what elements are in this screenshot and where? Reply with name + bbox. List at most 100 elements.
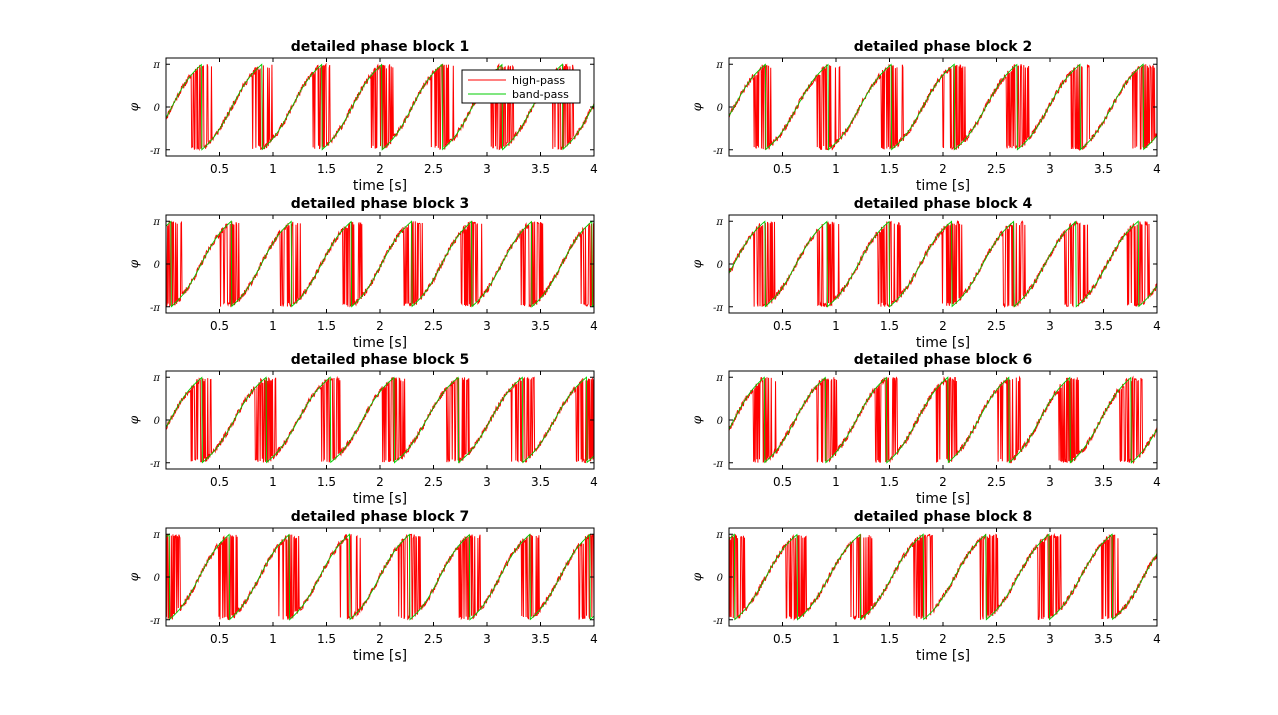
subplot-6: 0.5 1 1.5 2 2.5 3 3.5 4 -π 0 π detailed phase block… — [690, 352, 1161, 507]
y-tick-label: -π — [150, 146, 160, 157]
y-tick-label: π — [715, 60, 723, 71]
x-tick-label: 1 — [269, 319, 277, 333]
series-band-pass — [165, 63, 595, 151]
y-tick-label: 0 — [154, 573, 161, 584]
subplot-7: 0.5 1 1.5 2 2.5 3 3.5 4 -π 0 π detailed phase block… — [127, 509, 598, 664]
y-tick-label: -π — [150, 459, 160, 470]
subplot-4: 0.5 1 1.5 2 2.5 3 3.5 4 -π 0 π detailed phase block… — [690, 196, 1161, 351]
legend-label-high-pass: high-pass — [512, 74, 565, 87]
x-tick-label: 4 — [1153, 475, 1161, 489]
x-tick-label: 3 — [483, 475, 491, 489]
x-tick-label: 1.5 — [880, 319, 899, 333]
x-tick-label: 4 — [1153, 319, 1161, 333]
y-tick-label: π — [152, 530, 160, 541]
subplot-5: 0.5 1 1.5 2 2.5 3 3.5 4 -π 0 π detailed phase block… — [127, 352, 598, 507]
x-tick-label: 3.5 — [531, 632, 550, 646]
series-high-pass — [165, 533, 595, 621]
x-tick-label: 0.5 — [210, 632, 229, 646]
y-axis-label: φ — [690, 259, 704, 268]
x-tick-label: 3.5 — [531, 319, 550, 333]
panel-title: detailed phase block 4 — [854, 196, 1033, 212]
y-axis-label: φ — [690, 102, 704, 111]
panel-title: detailed phase block 6 — [854, 352, 1032, 368]
y-tick-label: -π — [713, 459, 723, 470]
series-band-pass — [728, 63, 1158, 151]
legend-box — [461, 69, 581, 104]
y-tick-label: -π — [150, 616, 160, 627]
x-tick-label: 2 — [376, 632, 384, 646]
x-tick-label: 1.5 — [880, 475, 899, 489]
y-tick-label: 0 — [154, 260, 161, 271]
x-tick-label: 1.5 — [317, 319, 336, 333]
x-tick-label: 4 — [590, 319, 598, 333]
legend-label-band-pass: band-pass — [512, 88, 569, 101]
y-tick-label: π — [715, 530, 723, 541]
x-axis-label: time [s] — [353, 335, 407, 351]
x-axis-label: time [s] — [353, 491, 407, 507]
x-tick-label: 2 — [939, 632, 947, 646]
x-tick-label: 1 — [832, 162, 840, 176]
y-axis-label: φ — [127, 102, 141, 111]
y-tick-label: π — [715, 373, 723, 384]
x-tick-label: 1.5 — [317, 475, 336, 489]
series-high-pass — [728, 64, 1158, 151]
x-tick-label: 3.5 — [1094, 632, 1113, 646]
x-tick-label: 3 — [1046, 319, 1054, 333]
y-axis-label: φ — [690, 415, 704, 424]
axes-background — [729, 371, 1157, 469]
series-band-pass — [165, 376, 595, 464]
y-tick-label: -π — [713, 616, 723, 627]
series-band-pass — [165, 220, 595, 308]
subplot-3: 0.5 1 1.5 2 2.5 3 3.5 4 -π 0 π detailed phase block… — [127, 196, 598, 351]
x-tick-label: 4 — [1153, 162, 1161, 176]
y-tick-label: 0 — [717, 103, 724, 114]
x-tick-label: 0.5 — [773, 162, 792, 176]
x-tick-label: 0.5 — [210, 319, 229, 333]
x-tick-label: 2 — [939, 475, 947, 489]
x-tick-label: 0.5 — [773, 475, 792, 489]
x-tick-label: 3.5 — [531, 162, 550, 176]
subplot-1: 0.5 1 1.5 2 2.5 3 3.5 4 -π 0 π detailed phase block… — [127, 39, 598, 194]
panel-title: detailed phase block 3 — [291, 196, 469, 212]
x-tick-label: 2.5 — [987, 475, 1006, 489]
x-tick-label: 3.5 — [1094, 319, 1113, 333]
x-tick-label: 3 — [483, 632, 491, 646]
panel-title: detailed phase block 8 — [854, 509, 1032, 525]
x-tick-label: 1 — [832, 475, 840, 489]
panel-title: detailed phase block 2 — [854, 39, 1032, 55]
x-tick-label: 1.5 — [317, 162, 336, 176]
x-tick-label: 2.5 — [987, 632, 1006, 646]
axes-background — [166, 371, 594, 469]
y-tick-label: π — [152, 60, 160, 71]
x-axis-label: time [s] — [916, 335, 970, 351]
series-band-pass — [728, 220, 1158, 308]
x-tick-label: 0.5 — [773, 319, 792, 333]
x-tick-label: 3.5 — [1094, 475, 1113, 489]
y-tick-label: 0 — [154, 416, 161, 427]
subplot-2: 0.5 1 1.5 2 2.5 3 3.5 4 -π 0 π detailed phase block… — [690, 39, 1161, 194]
y-tick-label: 0 — [717, 416, 724, 427]
x-tick-label: 2.5 — [424, 162, 443, 176]
x-tick-label: 2 — [376, 162, 384, 176]
subplot-8: 0.5 1 1.5 2 2.5 3 3.5 4 -π 0 π detailed phase block… — [690, 509, 1161, 664]
y-tick-label: -π — [713, 303, 723, 314]
x-tick-label: 2 — [376, 319, 384, 333]
x-tick-label: 1 — [832, 319, 840, 333]
y-tick-label: -π — [150, 303, 160, 314]
series-band-pass — [165, 533, 595, 621]
y-tick-label: 0 — [717, 573, 724, 584]
y-axis-label: φ — [127, 415, 141, 424]
y-tick-label: π — [715, 217, 723, 228]
x-tick-label: 3 — [1046, 632, 1054, 646]
y-tick-label: π — [152, 217, 160, 228]
x-tick-label: 4 — [1153, 632, 1161, 646]
y-axis-label: φ — [127, 572, 141, 581]
x-tick-label: 1 — [269, 632, 277, 646]
x-tick-label: 4 — [590, 475, 598, 489]
x-tick-label: 3.5 — [531, 475, 550, 489]
x-tick-label: 1.5 — [317, 632, 336, 646]
x-axis-label: time [s] — [916, 648, 970, 664]
x-tick-label: 3.5 — [1094, 162, 1113, 176]
